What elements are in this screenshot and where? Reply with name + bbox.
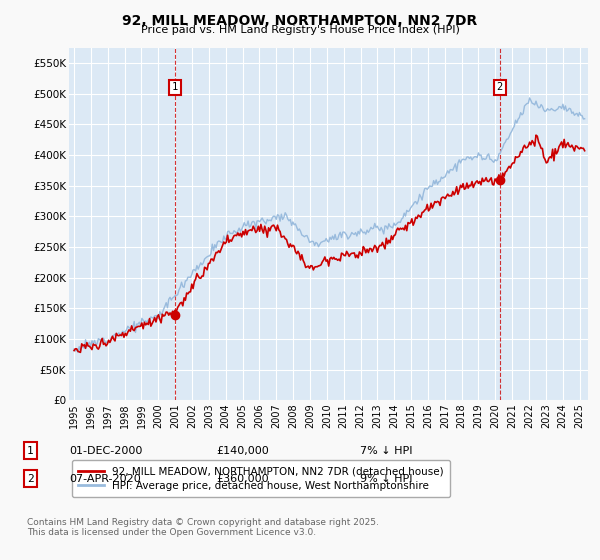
Text: Contains HM Land Registry data © Crown copyright and database right 2025.
This d: Contains HM Land Registry data © Crown c… xyxy=(27,518,379,538)
Text: 1: 1 xyxy=(172,82,178,92)
Text: Price paid vs. HM Land Registry's House Price Index (HPI): Price paid vs. HM Land Registry's House … xyxy=(140,25,460,35)
Text: 7% ↓ HPI: 7% ↓ HPI xyxy=(360,446,413,456)
Text: 2: 2 xyxy=(497,82,503,92)
Text: 01-DEC-2000: 01-DEC-2000 xyxy=(69,446,142,456)
Text: 07-APR-2020: 07-APR-2020 xyxy=(69,474,141,484)
Text: £360,000: £360,000 xyxy=(216,474,269,484)
Text: 92, MILL MEADOW, NORTHAMPTON, NN2 7DR: 92, MILL MEADOW, NORTHAMPTON, NN2 7DR xyxy=(122,14,478,28)
Text: £140,000: £140,000 xyxy=(216,446,269,456)
Text: 2: 2 xyxy=(27,474,34,484)
Text: 1: 1 xyxy=(27,446,34,456)
Text: 9% ↓ HPI: 9% ↓ HPI xyxy=(360,474,413,484)
Legend: 92, MILL MEADOW, NORTHAMPTON, NN2 7DR (detached house), HPI: Average price, deta: 92, MILL MEADOW, NORTHAMPTON, NN2 7DR (d… xyxy=(71,460,450,497)
